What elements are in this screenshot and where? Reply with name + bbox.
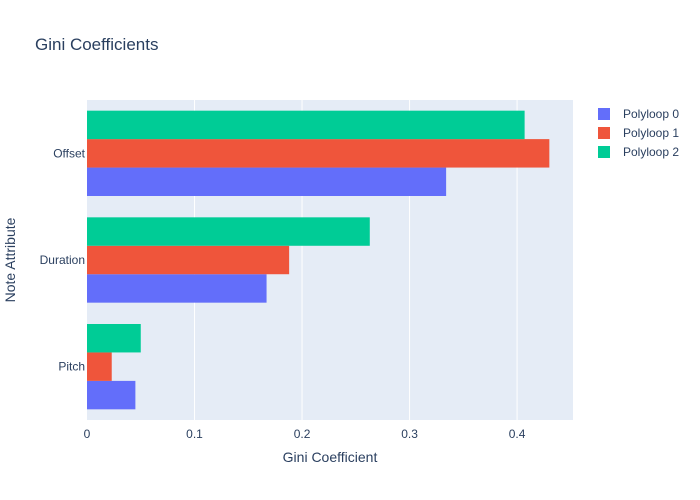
- legend-swatch[interactable]: [598, 127, 610, 139]
- bar[interactable]: [87, 380, 136, 410]
- legend-swatch[interactable]: [598, 108, 610, 120]
- bar[interactable]: [87, 139, 550, 168]
- bar[interactable]: [87, 324, 141, 353]
- y-axis-ticks: Pitch Duration Offset: [40, 146, 86, 373]
- x-tick-label: 0: [84, 427, 91, 441]
- bar[interactable]: [87, 352, 112, 381]
- legend-swatch[interactable]: [598, 146, 610, 158]
- chart-title: Gini Coefficients: [35, 35, 158, 54]
- bars: [87, 110, 550, 410]
- legend-label[interactable]: Polyloop 0: [623, 107, 679, 121]
- x-tick-label: 0.4: [509, 427, 526, 441]
- y-tick-label: Offset: [53, 146, 85, 160]
- bar[interactable]: [87, 245, 290, 275]
- legend[interactable]: Polyloop 0 Polyloop 1 Polyloop 2: [598, 107, 679, 159]
- x-tick-label: 0.1: [186, 427, 203, 441]
- bar[interactable]: [87, 274, 267, 303]
- x-tick-label: 0.3: [401, 427, 418, 441]
- x-tick-label: 0.2: [294, 427, 311, 441]
- bar[interactable]: [87, 167, 447, 196]
- x-axis-title: Gini Coefficient: [283, 449, 378, 465]
- x-axis-ticks: 0 0.1 0.2 0.3 0.4: [84, 427, 526, 441]
- y-tick-label: Pitch: [58, 360, 85, 374]
- bar[interactable]: [87, 110, 525, 140]
- bar[interactable]: [87, 217, 370, 246]
- y-axis-title: Note Attribute: [2, 217, 18, 302]
- legend-label[interactable]: Polyloop 1: [623, 126, 679, 140]
- legend-label[interactable]: Polyloop 2: [623, 145, 679, 159]
- y-tick-label: Duration: [40, 253, 85, 267]
